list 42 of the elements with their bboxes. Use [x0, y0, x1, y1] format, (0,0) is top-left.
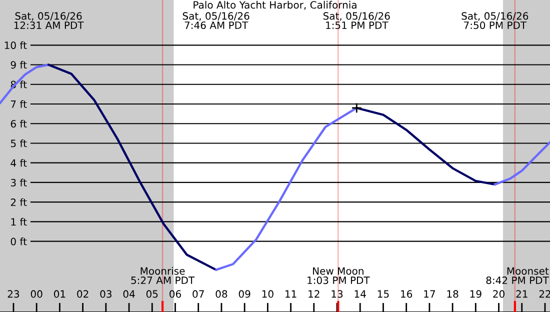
- x-tick-label: 05: [146, 290, 158, 298]
- y-tick-label: 4 ft: [10, 159, 27, 167]
- x-tick-label: 12: [308, 290, 320, 298]
- x-tick-label: 02: [77, 290, 88, 298]
- x-tick-label: 20: [493, 290, 504, 298]
- x-tick-label: 15: [378, 290, 389, 298]
- x-tick-label: 08: [216, 290, 228, 298]
- x-tick-label: 19: [470, 290, 482, 298]
- y-tick-label: 5 ft: [10, 139, 27, 148]
- annotation: Sat, 05/16/26 7:46 AM PDT: [182, 12, 250, 30]
- ref-line-label: Moonset 8:42 PM PDT: [486, 267, 549, 284]
- x-tick-label: 10: [262, 290, 274, 298]
- ref-line-label: Moonrise 5:27 AM PDT: [131, 267, 195, 284]
- annotation: Sat, 05/16/26 7:50 PM PDT: [462, 12, 528, 30]
- ref-line-label: New Moon 1:03 PM PDT: [308, 267, 370, 284]
- y-tick-label: 1 ft: [11, 218, 27, 226]
- annotation: Sat, 05/16/26 12:31 AM PDT: [14, 12, 84, 30]
- x-tick-label: 17: [424, 290, 435, 298]
- x-tick-label: 06: [170, 290, 181, 298]
- y-tick-label: 3 ft: [10, 178, 27, 186]
- x-tick-label: 11: [286, 290, 296, 298]
- x-tick-label: 07: [192, 290, 204, 298]
- x-tick-label: 14: [354, 290, 366, 298]
- x-tick-label: 18: [447, 290, 458, 298]
- x-tick-label: 01: [54, 290, 66, 298]
- annotation: Sat, 05/16/26 1:51 PM PDT: [323, 12, 390, 30]
- x-tick-label: 09: [238, 290, 250, 298]
- x-tick-label: 22: [539, 290, 550, 298]
- y-tick-label: 6 ft: [10, 120, 27, 128]
- x-tick-label: 00: [30, 290, 42, 298]
- x-tick-label: 13: [332, 290, 343, 298]
- x-tick-label: 16: [401, 290, 412, 298]
- x-tick-label: 21: [516, 290, 528, 298]
- x-tick-label: 03: [100, 290, 112, 298]
- x-tick-label: 04: [123, 290, 135, 298]
- y-tick-label: 2 ft: [10, 198, 27, 206]
- x-tick-label: 23: [8, 290, 20, 298]
- y-tick-label: 10 ft: [4, 41, 27, 50]
- chart-title: Palo Alto Yacht Harbor, California: [194, 0, 356, 10]
- y-tick-label: 7 ft: [11, 100, 27, 108]
- y-tick-label: 0 ft: [10, 238, 27, 246]
- y-tick-label: 9 ft: [10, 60, 27, 69]
